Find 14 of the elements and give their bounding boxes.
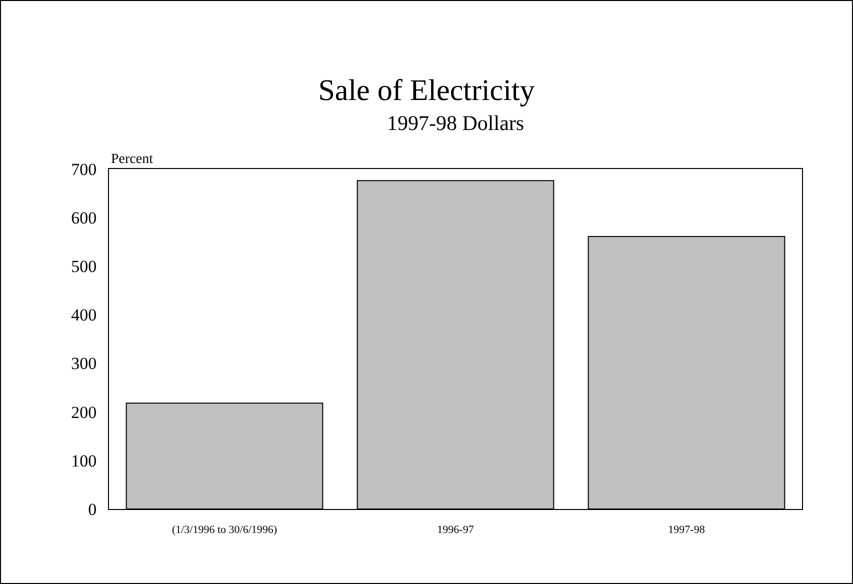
y-axis-title: Percent [111, 152, 154, 167]
y-tick-label: 600 [71, 208, 97, 228]
y-tick-label: 200 [71, 402, 97, 422]
y-tick-label: 0 [88, 500, 97, 519]
x-tick-label: 1996-97 [437, 524, 474, 536]
chart-title: Sale of Electricity [318, 74, 535, 107]
y-tick-label: 500 [71, 257, 97, 276]
chart-subtitle: 1997-98 Dollars [387, 111, 524, 135]
x-tick-label: 1997-98 [668, 524, 706, 536]
y-tick-label: 100 [71, 451, 97, 470]
y-tick-label: 300 [71, 354, 97, 374]
x-tick-label: (1/3/1996 to 30/6/1996) [172, 524, 278, 536]
y-tick-label: 700 [71, 160, 97, 179]
y-tick-label: 400 [71, 306, 97, 325]
